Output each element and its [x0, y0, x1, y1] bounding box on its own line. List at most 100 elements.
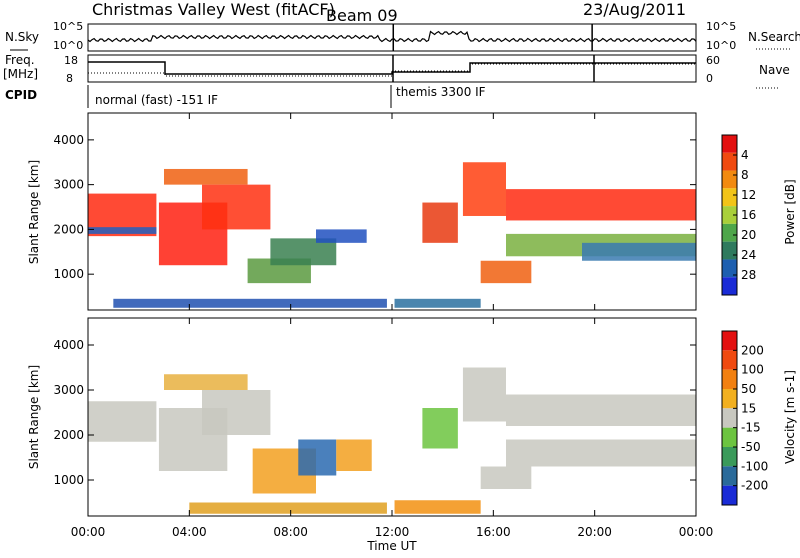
range-tick-label: 1000 — [53, 267, 84, 281]
colorbar-swatch — [722, 350, 737, 370]
colorbar-tick-label: -15 — [741, 421, 761, 435]
range-tick-label: 4000 — [53, 133, 84, 147]
echo-region — [462, 367, 506, 422]
freq-panel-frame — [87, 54, 697, 83]
colorbar-swatch — [722, 277, 737, 295]
time-axis: 00:00 04:00 08:00 12:00 16:00 20:00 00:00 — [71, 113, 713, 539]
noise-right-tick-top: 10^5 — [706, 20, 736, 33]
colorbar-tick-label: 4 — [741, 148, 749, 162]
power-colorbar-label: Power [dB] — [783, 179, 797, 244]
noise-right-label: N.Search — [748, 30, 800, 44]
echo-region — [202, 390, 271, 435]
echo-region — [316, 229, 367, 243]
echo-region — [88, 227, 157, 234]
station-title: Christmas Valley West (fitACF) — [92, 0, 335, 19]
colorbar-swatch — [722, 223, 737, 242]
colorbar-swatch — [722, 485, 737, 505]
time-tick-label: 04:00 — [172, 525, 207, 539]
echo-region — [113, 298, 387, 308]
echo-region — [336, 439, 372, 471]
nave-right-tick-top: 60 — [706, 54, 720, 67]
date-label: 23/Aug/2011 — [583, 0, 686, 19]
nave-right-label: Nave — [759, 63, 790, 77]
range-tick-label: 2000 — [53, 222, 84, 236]
colorbar-tick-label: 24 — [741, 248, 756, 262]
echo-region — [164, 374, 248, 390]
colorbar-tick-label: 16 — [741, 208, 756, 222]
colorbar-tick-label: -50 — [741, 440, 761, 454]
power-ylabel: Slant Range [km] — [27, 160, 41, 264]
range-tick-label: 2000 — [53, 428, 84, 442]
echo-region — [422, 202, 458, 243]
noise-left-tick-top: 10^5 — [53, 20, 83, 33]
colorbar-swatch — [722, 152, 737, 171]
colorbar-swatch — [722, 408, 737, 428]
velocity-colorbar: 200 100 50 15 -15 -50 -100 -200 — [721, 330, 768, 506]
colorbar-tick-label: 100 — [741, 363, 764, 377]
range-tick-label: 4000 — [53, 338, 84, 352]
colorbar-tick-label: 28 — [741, 268, 756, 282]
time-tick-label: 00:00 — [71, 525, 106, 539]
velocity-heatmap — [88, 318, 696, 516]
noise-left-label: N.Sky — [5, 30, 39, 44]
colorbar-swatch — [722, 135, 737, 153]
time-tick-label: 08:00 — [273, 525, 308, 539]
cpid-program-2: themis 3300 IF — [396, 85, 486, 99]
range-tick-label: 1000 — [53, 473, 84, 487]
velocity-y-axis: 1000 2000 3000 4000 — [53, 338, 696, 487]
echo-region — [480, 260, 532, 284]
time-tick-label: 20:00 — [577, 525, 612, 539]
echo-region — [462, 162, 506, 216]
echo-region — [582, 242, 696, 261]
colorbar-frame — [721, 330, 738, 506]
range-tick-label: 3000 — [53, 383, 84, 397]
echo-region — [202, 184, 271, 230]
cpid-label: CPID — [5, 88, 37, 102]
echo-region — [298, 439, 337, 476]
freq-left-tick-bottom: 8 — [66, 72, 73, 85]
power-heatmap — [88, 113, 696, 310]
nave-trace — [88, 63, 696, 77]
colorbar-swatch — [722, 447, 737, 467]
colorbar-swatch — [722, 188, 737, 207]
time-tick-label: 16:00 — [476, 525, 511, 539]
echo-region — [506, 394, 696, 426]
echo-region — [88, 401, 157, 442]
echo-region — [506, 439, 696, 467]
colorbar-tick-label: 8 — [741, 168, 749, 182]
velocity-ylabel: Slant Range [km] — [27, 365, 41, 469]
colorbar-swatch — [722, 259, 737, 278]
colorbar-swatch — [722, 241, 737, 260]
colorbar-tick-label: 50 — [741, 382, 756, 396]
freq-label-line1: Freq. — [5, 53, 35, 67]
beam-label: Beam 09 — [326, 6, 398, 25]
echo-region — [394, 298, 481, 308]
echo-region — [506, 189, 696, 221]
freq-left-tick-top: 18 — [64, 54, 78, 67]
freq-label-line2: [MHz] — [3, 67, 38, 81]
colorbar-swatch — [722, 369, 737, 389]
noise-right-tick-bottom: 10^0 — [706, 39, 736, 52]
range-tick-label: 3000 — [53, 178, 84, 192]
colorbar-swatch — [722, 389, 737, 409]
colorbar-tick-label: 200 — [741, 343, 764, 357]
colorbar-tick-label: -100 — [741, 459, 768, 473]
colorbar-tick-label: 15 — [741, 401, 756, 415]
colorbar-tick-label: 12 — [741, 188, 756, 202]
colorbar-swatch — [722, 170, 737, 189]
nave-right-tick-bottom: 0 — [706, 72, 713, 85]
echo-region — [422, 408, 458, 449]
noise-left-tick-bottom: 10^0 — [53, 39, 83, 52]
colorbar-tick-label: -200 — [741, 479, 768, 493]
time-tick-label: 12:00 — [375, 525, 410, 539]
time-axis-label: Time UT — [366, 539, 417, 553]
cpid-program-1: normal (fast) -151 IF — [95, 93, 218, 107]
colorbar-swatch — [722, 206, 737, 224]
colorbar-swatch — [722, 331, 737, 351]
echo-region — [164, 168, 248, 185]
echo-region — [480, 466, 532, 489]
noise-panel-frame — [87, 23, 697, 52]
echo-region — [394, 500, 481, 514]
power-colorbar: 4 8 12 16 20 24 28 — [721, 134, 756, 296]
